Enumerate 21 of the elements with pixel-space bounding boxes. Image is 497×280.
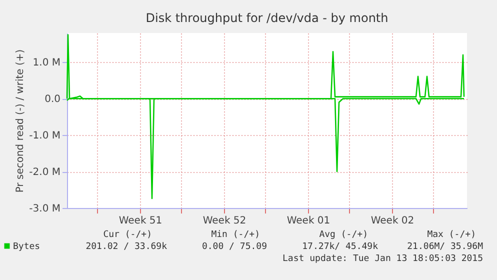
y-tick-label: -1.0 M [29, 130, 60, 142]
y-tick-label: 0.0 [44, 94, 60, 106]
x-tick-label: Week 51 [118, 216, 162, 226]
x-tick-label: Week 02 [370, 216, 414, 226]
text: 17.27k/ 45.49k [302, 242, 379, 252]
x-tick-label: Week 01 [286, 216, 330, 226]
y-tick-label: -3.0 M [29, 204, 60, 214]
text: Last update: Tue Jan 13 18:05:03 2015 [282, 254, 483, 264]
y-tick-label: 1.0 M [32, 58, 60, 69]
x-tick-label: Week 52 [202, 216, 246, 226]
legend-label: Bytes [13, 242, 40, 252]
chart-title: Disk throughput for /dev/vda - by month [146, 11, 388, 25]
text: 21.06M/ 35.96M [407, 242, 484, 252]
text: Avg (-/+) [319, 230, 368, 240]
text: 201.02 / 33.69k [86, 242, 168, 252]
text: Min (-/+) [211, 230, 260, 240]
text: Max (-/+) [427, 230, 476, 240]
y-axis-title: Pr second read (-) / write (+) [15, 49, 26, 193]
text: 0.00 / 75.09 [202, 242, 267, 252]
text: Cur (-/+) [103, 230, 152, 240]
y-tick-label: -2.0 M [29, 167, 60, 178]
